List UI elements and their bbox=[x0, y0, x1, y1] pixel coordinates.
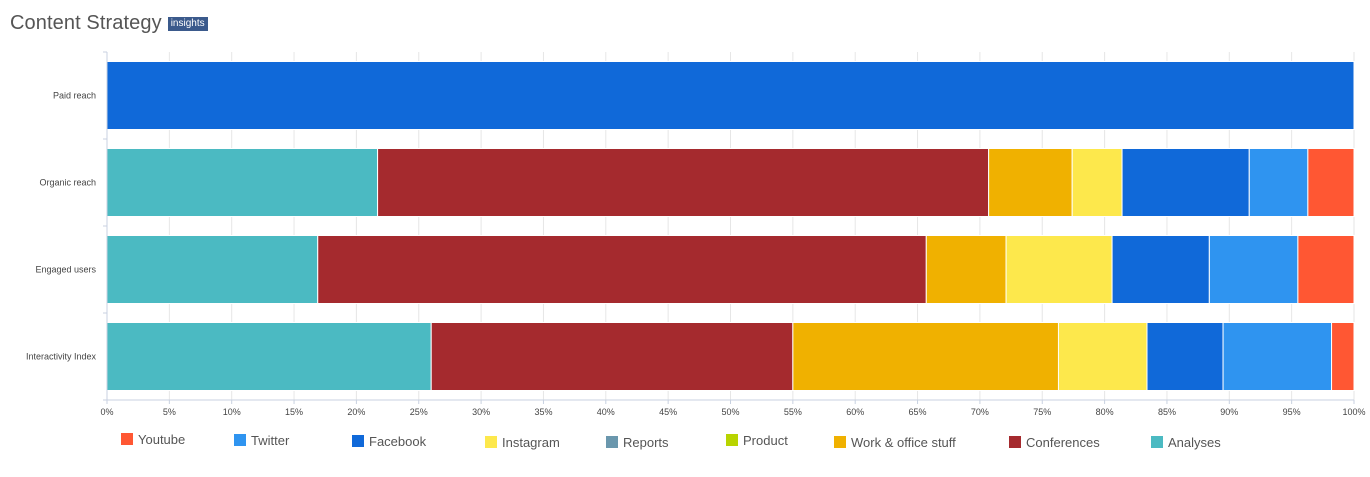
bar-segment-instagram[interactable] bbox=[1057, 322, 1148, 391]
legend-swatch bbox=[121, 433, 133, 445]
legend-label: Conferences bbox=[1026, 435, 1100, 450]
x-tick-label: 40% bbox=[597, 407, 615, 417]
bar-segment-instagram[interactable] bbox=[1005, 235, 1113, 304]
category-label: Organic reach bbox=[39, 178, 96, 188]
legend-item-reports[interactable]: Reports bbox=[606, 435, 669, 450]
category-label: Paid reach bbox=[53, 91, 96, 101]
legend-swatch bbox=[606, 436, 618, 448]
legend-swatch bbox=[726, 434, 738, 446]
x-tick-label: 100% bbox=[1342, 407, 1365, 417]
x-tick-label: 20% bbox=[347, 407, 365, 417]
bar-segment-twitter[interactable] bbox=[1248, 148, 1309, 217]
x-tick-label: 10% bbox=[223, 407, 241, 417]
x-tick-label: 45% bbox=[659, 407, 677, 417]
legend-swatch bbox=[1009, 436, 1021, 448]
legend-item-twitter[interactable]: Twitter bbox=[234, 433, 290, 448]
x-tick-label: 30% bbox=[472, 407, 490, 417]
bar-series bbox=[106, 61, 1355, 391]
legend-label: Facebook bbox=[369, 434, 427, 449]
bar-segment-twitter[interactable] bbox=[1208, 235, 1299, 304]
legend-swatch bbox=[834, 436, 846, 448]
legend-item-analyses[interactable]: Analyses bbox=[1151, 435, 1221, 450]
category-label: Interactivity Index bbox=[26, 352, 97, 362]
legend-label: Twitter bbox=[251, 433, 290, 448]
x-tick-label: 35% bbox=[534, 407, 552, 417]
chart-header: Content Strategy insights bbox=[10, 12, 208, 35]
bar-segment-analyses[interactable] bbox=[106, 148, 379, 217]
bar-segment-youtube[interactable] bbox=[1307, 148, 1355, 217]
x-tick-label: 65% bbox=[909, 407, 927, 417]
legend-label: Product bbox=[743, 433, 788, 448]
x-tick-label: 60% bbox=[846, 407, 864, 417]
bar-segment-analyses[interactable] bbox=[106, 322, 432, 391]
category-label: Engaged users bbox=[35, 265, 96, 275]
legend-swatch bbox=[234, 434, 246, 446]
bar-segment-youtube[interactable] bbox=[1297, 235, 1355, 304]
legend-item-facebook[interactable]: Facebook bbox=[352, 434, 427, 449]
legend-item-work-office-stuff[interactable]: Work & office stuff bbox=[834, 435, 956, 450]
legend-swatch bbox=[1151, 436, 1163, 448]
x-tick-label: 0% bbox=[100, 407, 113, 417]
bar-segment-instagram[interactable] bbox=[1071, 148, 1123, 217]
x-tick-label: 5% bbox=[163, 407, 176, 417]
legend-label: Youtube bbox=[138, 432, 185, 447]
legend-swatch bbox=[485, 436, 497, 448]
legend-label: Instagram bbox=[502, 435, 560, 450]
x-tick-label: 25% bbox=[410, 407, 428, 417]
legend: Youtube Twitter Facebook Instagram Reports Pr… bbox=[121, 432, 1221, 450]
bar-segment-conferences[interactable] bbox=[317, 235, 927, 304]
x-tick-label: 90% bbox=[1220, 407, 1238, 417]
bar-segment-work-office-stuff[interactable] bbox=[792, 322, 1059, 391]
bar-segment-work-office-stuff[interactable] bbox=[988, 148, 1073, 217]
bar-segment-youtube[interactable] bbox=[1331, 322, 1355, 391]
legend-label: Work & office stuff bbox=[851, 435, 956, 450]
legend-item-youtube[interactable]: Youtube bbox=[121, 432, 185, 447]
x-tick-label: 80% bbox=[1096, 407, 1114, 417]
legend-swatch bbox=[352, 435, 364, 447]
x-tick-label: 75% bbox=[1033, 407, 1051, 417]
x-tick-labels: 0% 5% 10% 15% 20% 25% 30% 35% 40% 45% 50% 55% 60% 65%… bbox=[100, 407, 1365, 417]
legend-label: Analyses bbox=[1168, 435, 1221, 450]
x-tick-label: 15% bbox=[285, 407, 303, 417]
bar-segment-conferences[interactable] bbox=[430, 322, 794, 391]
legend-item-product[interactable]: Product bbox=[726, 433, 788, 448]
bar-segment-analyses[interactable] bbox=[106, 235, 319, 304]
page-title: Content Strategy bbox=[10, 12, 162, 34]
bar-segment-conferences[interactable] bbox=[377, 148, 990, 217]
bar-segment-facebook[interactable] bbox=[1146, 322, 1224, 391]
bar-segment-facebook[interactable] bbox=[106, 61, 1355, 130]
bar-segment-facebook[interactable] bbox=[1111, 235, 1210, 304]
x-tick-label: 95% bbox=[1283, 407, 1301, 417]
bar-segment-twitter[interactable] bbox=[1222, 322, 1333, 391]
legend-label: Reports bbox=[623, 435, 669, 450]
insights-badge[interactable]: insights bbox=[167, 16, 208, 31]
axes bbox=[103, 51, 1355, 404]
bar-segment-work-office-stuff[interactable] bbox=[925, 235, 1007, 304]
x-tick-label: 85% bbox=[1158, 407, 1176, 417]
legend-item-instagram[interactable]: Instagram bbox=[485, 435, 560, 450]
category-labels: Paid reach Organic reach Engaged users Inte… bbox=[26, 91, 97, 362]
legend-item-conferences[interactable]: Conferences bbox=[1009, 435, 1100, 450]
bar-segment-facebook[interactable] bbox=[1121, 148, 1250, 217]
x-tick-label: 70% bbox=[971, 407, 989, 417]
x-tick-label: 55% bbox=[784, 407, 802, 417]
x-tick-label: 50% bbox=[721, 407, 739, 417]
